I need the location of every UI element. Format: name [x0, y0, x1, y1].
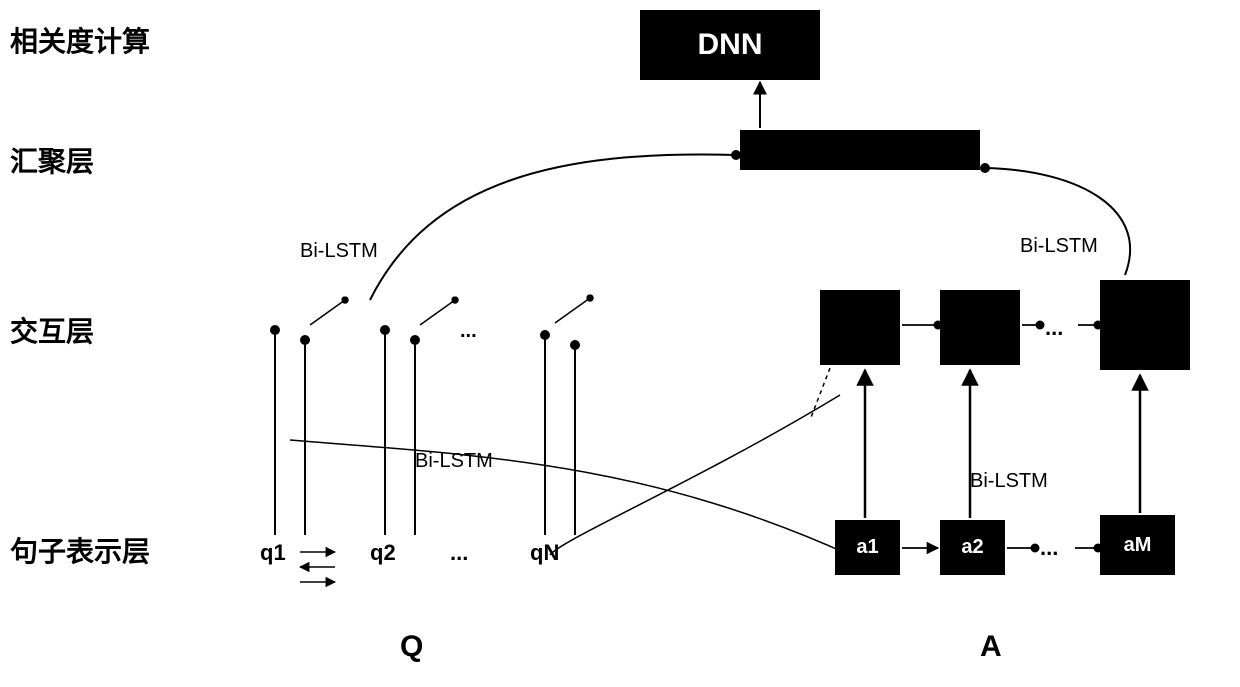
- a-token-a2-text: a2: [961, 536, 983, 559]
- q-interact-dots: ...: [460, 320, 477, 343]
- q-diag-3: [555, 298, 590, 323]
- curve-q-to-pool: [370, 154, 736, 300]
- bilstm-a-top: Bi-LSTM: [1020, 235, 1098, 258]
- layer-label-interact: 交互层: [10, 310, 94, 350]
- a-big-label: A: [980, 630, 1002, 664]
- a-token-dots: ...: [1040, 535, 1058, 561]
- pool-box: [740, 130, 980, 170]
- q-token-q2: q2: [370, 540, 396, 566]
- q-token-dots: ...: [450, 540, 468, 566]
- curve-cross-q-to-a: [290, 440, 850, 555]
- a-interact-box-2: [940, 290, 1020, 365]
- dnn-box: DNN: [640, 10, 820, 80]
- a-token-am-text: aM: [1124, 534, 1152, 557]
- a-interact-box-m: [1100, 280, 1190, 370]
- q-diag-2: [420, 300, 455, 325]
- bilstm-q-bot: Bi-LSTM: [415, 450, 493, 473]
- bilstm-a-bot: Bi-LSTM: [970, 470, 1048, 493]
- layer-label-pooling: 汇聚层: [10, 140, 94, 180]
- layer-label-sentence: 句子表示层: [10, 530, 150, 570]
- a-token-box-am: aM: [1100, 515, 1175, 575]
- a-token-box-a2: a2: [940, 520, 1005, 575]
- bilstm-q-top: Bi-LSTM: [300, 240, 378, 263]
- a-interact-dots: ...: [1045, 315, 1063, 341]
- q-diag-1: [310, 300, 345, 325]
- dnn-text: DNN: [698, 28, 763, 62]
- q-token-qn: qN: [530, 540, 559, 566]
- connector-overlay: [0, 0, 1240, 687]
- curve-cross-a-to-q: [550, 395, 840, 555]
- q-token-q1: q1: [260, 540, 286, 566]
- a-interact-box-1: [820, 290, 900, 365]
- a-token-box-a1: a1: [835, 520, 900, 575]
- q-big-label: Q: [400, 630, 423, 664]
- curve-a-to-pool: [985, 168, 1130, 275]
- a-token-a1-text: a1: [856, 536, 878, 559]
- dash-a1-down: [810, 368, 830, 420]
- layer-label-relevance: 相关度计算: [10, 20, 150, 60]
